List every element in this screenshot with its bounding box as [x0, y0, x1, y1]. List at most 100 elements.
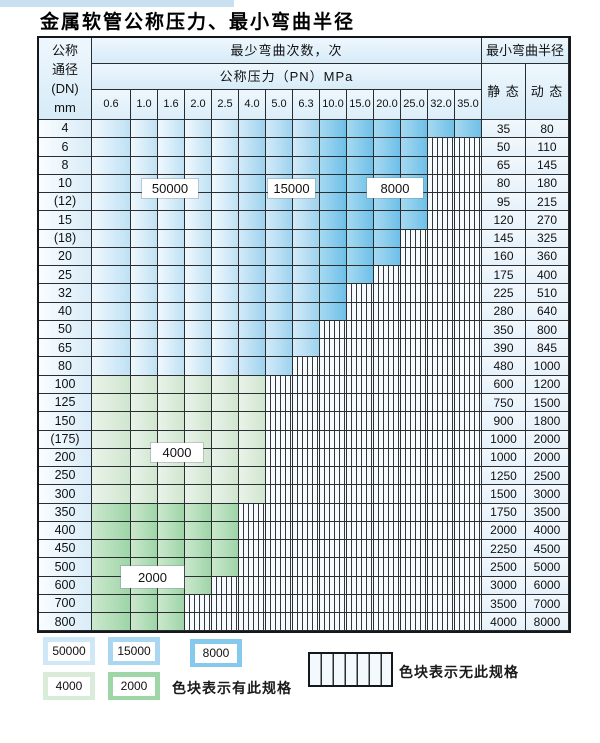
cell-4000-cycles [131, 467, 158, 486]
cell-2000-cycles [131, 521, 158, 541]
cell-4000-cycles [239, 467, 266, 486]
cell-4000-cycles [212, 393, 239, 413]
dn-cell: (12) [39, 193, 92, 212]
pressure-tick: 1.0 [131, 90, 158, 120]
cell-no-spec [455, 540, 482, 559]
dynamic-radius-cell: 1200 [526, 375, 569, 394]
cell-8000-cycles [347, 247, 374, 267]
dynamic-radius-cell: 845 [526, 339, 569, 358]
cell-50000-cycles [212, 284, 239, 303]
cell-15000-cycles [239, 193, 266, 212]
cell-no-spec [455, 558, 482, 577]
cell-15000-cycles [239, 229, 266, 248]
cell-no-spec [320, 503, 347, 522]
cell-no-spec [347, 594, 374, 614]
pressure-header: 公称压力（PN）MPa [92, 64, 482, 90]
static-radius-cell: 120 [482, 211, 526, 230]
cell-no-spec [428, 211, 455, 230]
cell-4000-cycles [212, 448, 239, 468]
cell-4000-cycles [212, 412, 239, 431]
cell-no-spec [401, 576, 428, 595]
cell-no-spec [401, 485, 428, 504]
cell-no-spec [455, 174, 482, 194]
cell-2000-cycles [212, 558, 239, 577]
cell-no-spec [266, 393, 293, 413]
legend-label-2000: 2000 [113, 676, 155, 696]
pressure-tick: 4.0 [239, 90, 266, 120]
cell-15000-cycles [293, 284, 320, 303]
cell-50000-cycles [92, 229, 131, 248]
cell-no-spec [455, 613, 482, 632]
cell-no-spec [455, 412, 482, 431]
cell-8000-cycles [320, 284, 347, 303]
cell-50000-cycles [158, 357, 185, 376]
cell-15000-cycles [239, 284, 266, 303]
spec-table: 公称 通径 (DN) mm 最少弯曲次数，次 最小弯曲半径 公称压力（PN）MP… [37, 36, 571, 634]
static-radius-cell: 750 [482, 393, 526, 413]
cell-50000-cycles [185, 339, 212, 358]
cell-50000-cycles [92, 120, 131, 139]
static-radius-cell: 1750 [482, 503, 526, 522]
cell-no-spec [374, 485, 401, 504]
cell-no-spec [347, 393, 374, 413]
dynamic-radius-cell: 8000 [526, 613, 569, 632]
cell-15000-cycles [239, 174, 266, 194]
cell-no-spec [374, 430, 401, 449]
cell-no-spec [347, 430, 374, 449]
cell-4000-cycles [158, 412, 185, 431]
cell-no-spec [320, 412, 347, 431]
cell-no-spec [428, 320, 455, 340]
cell-no-spec [374, 576, 401, 595]
cell-15000-cycles [266, 266, 293, 285]
cell-50000-cycles [92, 193, 131, 212]
cell-50000-cycles [92, 138, 131, 157]
cell-no-spec [266, 540, 293, 559]
cell-2000-cycles [92, 613, 131, 632]
static-radius-cell: 80 [482, 174, 526, 194]
cell-no-spec [266, 448, 293, 468]
cell-no-spec [347, 576, 374, 595]
dn-cell: 500 [39, 558, 92, 577]
dynamic-radius-cell: 4500 [526, 540, 569, 559]
pressure-tick: 35.0 [455, 90, 482, 120]
legend-label-15000: 15000 [113, 641, 155, 661]
cell-50000-cycles [185, 138, 212, 157]
cell-50000-cycles [212, 174, 239, 194]
cell-no-spec [401, 503, 428, 522]
legend-no-spec-swatch [308, 652, 393, 687]
cell-no-spec [455, 156, 482, 175]
cell-no-spec [455, 485, 482, 504]
cell-no-spec [455, 266, 482, 285]
cell-15000-cycles [293, 211, 320, 230]
cell-15000-cycles [239, 339, 266, 358]
cell-no-spec [455, 503, 482, 522]
cell-no-spec [374, 540, 401, 559]
cell-no-spec [455, 211, 482, 230]
cell-2000-cycles [212, 540, 239, 559]
cell-no-spec [293, 375, 320, 394]
cell-no-spec [293, 503, 320, 522]
dynamic-radius-cell: 325 [526, 229, 569, 248]
cell-no-spec [428, 174, 455, 194]
cell-4000-cycles [239, 412, 266, 431]
cell-8000-cycles [455, 120, 482, 139]
cell-2000-cycles [92, 594, 131, 614]
cell-2000-cycles [92, 503, 131, 522]
cell-no-spec [320, 448, 347, 468]
dn-cell: 15 [39, 211, 92, 230]
cell-no-spec [347, 467, 374, 486]
cell-no-spec [401, 540, 428, 559]
cell-no-spec [401, 594, 428, 614]
cell-50000-cycles [212, 320, 239, 340]
cell-15000-cycles [293, 302, 320, 321]
cell-no-spec [374, 503, 401, 522]
dynamic-radius-cell: 1500 [526, 393, 569, 413]
cell-no-spec [401, 302, 428, 321]
cell-15000-cycles [293, 229, 320, 248]
cell-no-spec [428, 521, 455, 541]
cell-no-spec [320, 594, 347, 614]
static-radius-cell: 1000 [482, 448, 526, 468]
cell-no-spec [455, 302, 482, 321]
cell-4000-cycles [239, 485, 266, 504]
cell-no-spec [401, 430, 428, 449]
